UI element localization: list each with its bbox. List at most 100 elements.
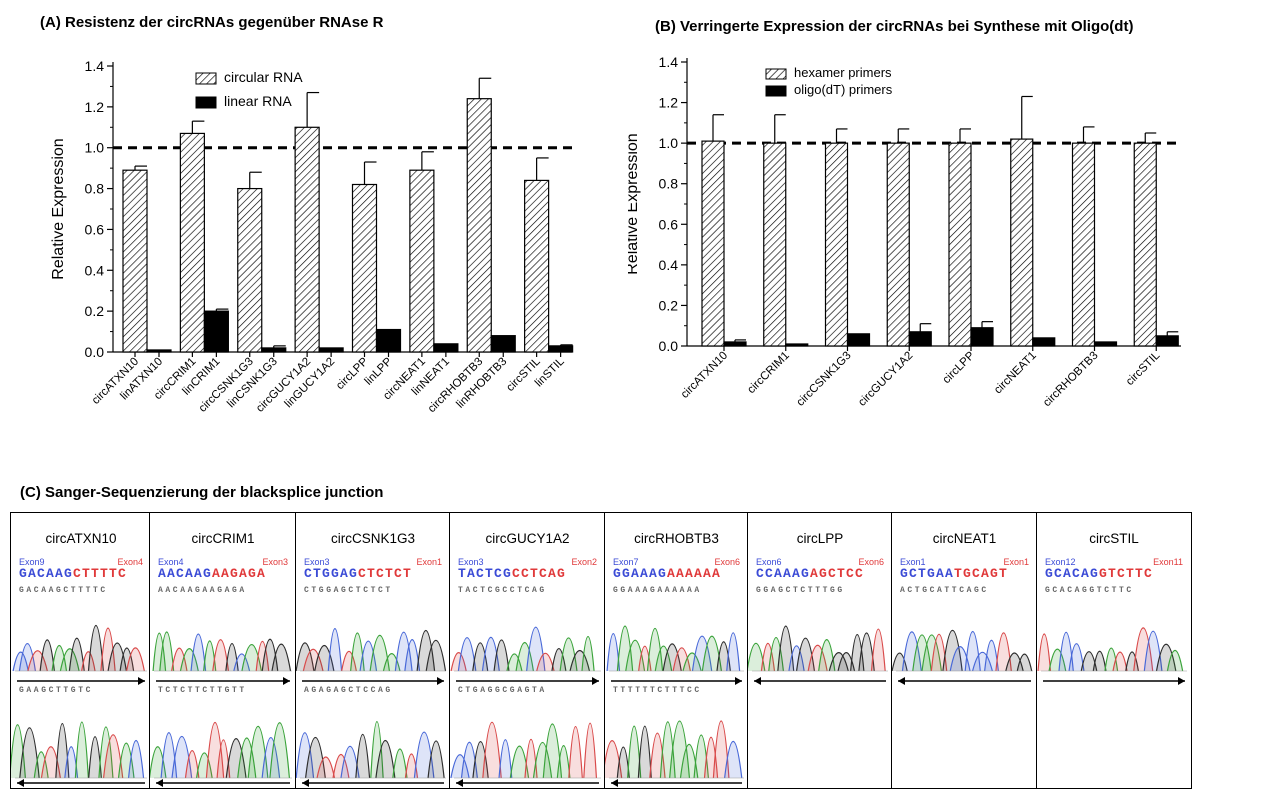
chromatogram-peak <box>11 724 26 779</box>
chromatogram-peak <box>416 630 436 672</box>
y-tick-label: 1.2 <box>659 95 679 111</box>
chromatogram-peak <box>450 754 470 779</box>
chromatogram-peak <box>152 632 167 672</box>
y-tick-label: 1.4 <box>85 58 105 74</box>
arrow-right-icon <box>592 677 599 685</box>
circrna-name: circSTIL <box>1089 531 1139 546</box>
chart-b: 0.0 0.2 0.4 0.6 0.8 1.0 1.2 1.4 Relative Express… <box>628 54 1181 410</box>
y-tick-label: 0.2 <box>659 297 679 313</box>
exon-right-label: Exon1 <box>1003 557 1029 567</box>
bar-hatched <box>409 169 435 353</box>
junction-sequence: CTGGAGCTCTCT <box>304 566 442 581</box>
chromatogram-peak <box>712 720 730 779</box>
chromatogram-peak <box>837 652 856 672</box>
sequence-left: AACAAG <box>158 566 213 581</box>
chromatogram-peak <box>1080 651 1098 672</box>
sequence-left: GACAAG <box>19 566 74 581</box>
chromatogram-peak <box>74 721 89 779</box>
chromatogram-peak <box>768 636 784 672</box>
chromatogram-peak <box>126 647 145 672</box>
bar-solid <box>785 343 809 347</box>
chromatogram-peak <box>179 648 199 672</box>
chromatogram-peak <box>1125 651 1139 672</box>
exon-right-label: Exon4 <box>117 557 143 567</box>
bar-hatched <box>466 98 492 353</box>
sequence-left: CTGGAG <box>304 566 359 581</box>
x-tick-label: circCSNK1G3 <box>795 350 854 409</box>
legend-label: oligo(dT) primers <box>794 82 893 97</box>
arrow-left-icon <box>898 677 905 685</box>
bar-solid <box>146 349 172 353</box>
chromatogram <box>11 624 147 787</box>
chromatogram-peak <box>359 640 378 672</box>
legend-label: linear RNA <box>224 93 292 109</box>
x-tick-label: circSTIL <box>1124 349 1163 388</box>
chromatogram-peak <box>472 741 489 779</box>
arrow-right-icon <box>437 677 444 685</box>
chromatogram-peak <box>693 734 709 779</box>
chromatogram-peak <box>355 733 371 779</box>
chromatogram-peak <box>87 624 104 672</box>
chromatogram-peak <box>682 652 702 672</box>
chromatogram-peak <box>68 637 85 672</box>
chromatogram-peak <box>119 647 135 672</box>
chromatogram-peak <box>662 643 682 672</box>
circrna-name: circGUCY1A2 <box>485 531 570 546</box>
chromatogram-peak <box>1112 651 1128 672</box>
arrow-left-icon <box>456 779 463 787</box>
chromatogram-peak <box>40 746 61 779</box>
base-calls-top: GGAGCTCTTTGG <box>756 586 845 595</box>
exon-left-label: Exon1 <box>900 557 926 567</box>
sequence-left: GGAAAG <box>613 566 668 581</box>
chromatogram-peak <box>679 743 699 779</box>
chromatogram-peak <box>1155 643 1177 672</box>
x-tick-label: circCRIM1 <box>745 350 791 396</box>
y-tick-label: 0.6 <box>85 221 105 237</box>
bar-solid <box>723 341 747 347</box>
chromatogram-peak <box>18 643 36 672</box>
x-tick-label: circGUCY1A2 <box>856 350 915 409</box>
bar-hatched <box>524 179 550 353</box>
chromatogram-peak <box>637 725 652 779</box>
chromatogram-peak <box>159 631 175 672</box>
chromatogram-peak <box>190 633 207 672</box>
exon-left-label: Exon6 <box>756 557 782 567</box>
y-tick-label: 0.0 <box>659 338 679 354</box>
bar-hatched <box>948 142 972 347</box>
exon-right-label: Exon6 <box>714 557 740 567</box>
base-calls-bottom: CTGAGGCGAGTA <box>458 686 547 695</box>
chromatogram-peak <box>392 748 408 779</box>
chromatogram-peak <box>247 726 269 779</box>
chromatogram-peak <box>205 722 225 779</box>
circrna-name: circLPP <box>796 531 844 546</box>
y-tick-label: 1.2 <box>85 99 105 115</box>
x-tick-label: circRHOBTB3 <box>1041 350 1101 410</box>
chromatogram-peak <box>568 725 583 779</box>
exon-left-label: Exon12 <box>1045 557 1076 567</box>
chromatogram-peak <box>556 745 571 779</box>
sequence-right: TGCAGT <box>954 566 1009 581</box>
sanger-box: circRHOBTB3 Exon7 Exon6 GGAAAGAAAAAA GGA… <box>604 512 749 789</box>
y-tick-label: 0.6 <box>659 216 679 232</box>
sanger-box: circGUCY1A2 Exon3 Exon2 TACTCGCCTCAG TAC… <box>449 512 606 789</box>
chromatogram-peak <box>427 740 445 779</box>
junction-sequence: AACAAGAAGAGA <box>158 566 288 581</box>
chromatogram-peak <box>98 726 114 779</box>
sequence-right: CTTTTC <box>73 566 128 581</box>
exon-right-label: Exon1 <box>416 557 442 567</box>
base-calls-bottom: AGAGAGCTCCAG <box>304 686 393 695</box>
bar-hatched <box>351 183 378 353</box>
bar-hatched <box>1010 138 1034 347</box>
arrow-left-icon <box>17 779 24 787</box>
bar-hatched <box>294 126 320 353</box>
exon-left-label: Exon4 <box>158 557 184 567</box>
junction-sequence: GCTGAATGCAGT <box>900 566 1029 581</box>
bar-solid <box>846 333 871 347</box>
chromatogram <box>748 625 888 685</box>
legend-swatch <box>765 68 787 80</box>
chromatogram-peak <box>100 627 116 672</box>
sequence-left: GCTGAA <box>900 566 955 581</box>
chromatogram-peak <box>828 652 849 672</box>
bar-solid <box>261 347 287 353</box>
chromatogram-peak <box>1092 650 1107 672</box>
